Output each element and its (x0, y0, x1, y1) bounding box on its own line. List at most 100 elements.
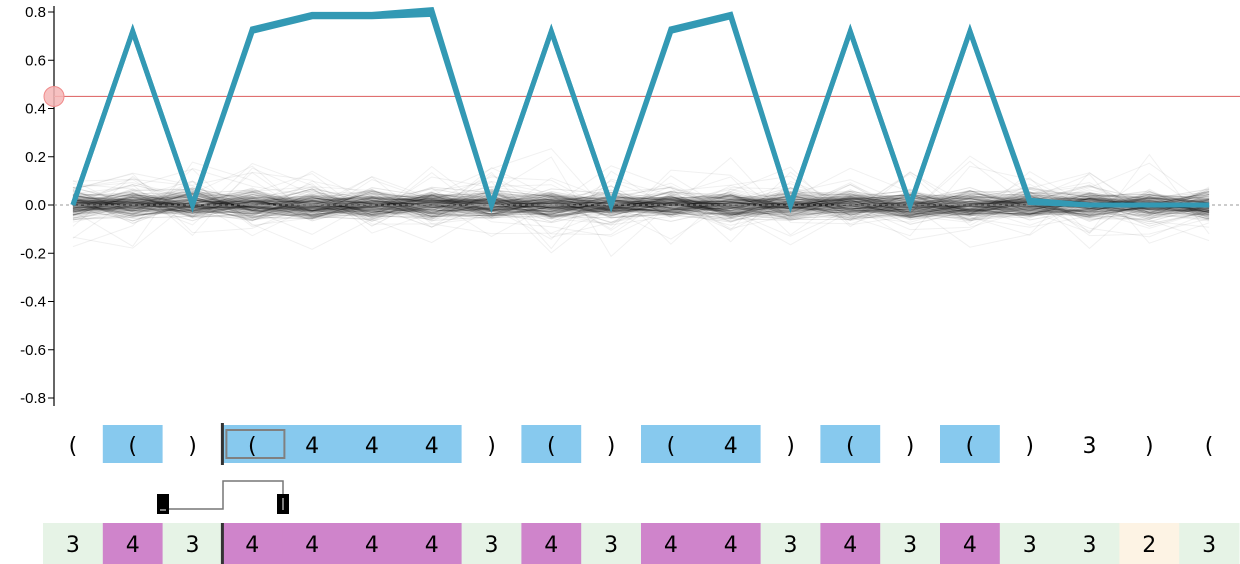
background-line (72, 192, 1210, 216)
background-line (72, 192, 1210, 214)
token-label: ( (128, 434, 137, 459)
y-tick-label: 0.8 (25, 4, 46, 21)
background-line (72, 185, 1210, 220)
background-line (72, 188, 1210, 221)
class-cell (162, 523, 223, 564)
background-line (72, 192, 1210, 221)
background-line (72, 188, 1210, 216)
background-line (72, 179, 1210, 226)
token-label: ( (846, 434, 855, 459)
background-line (72, 167, 1210, 237)
background-line (72, 173, 1210, 250)
background-line (72, 192, 1210, 218)
background-line (72, 148, 1210, 247)
class-label: 4 (305, 533, 319, 558)
class-cell (43, 523, 104, 564)
background-line (72, 193, 1210, 220)
background-line (72, 155, 1210, 238)
class-cell (461, 523, 522, 564)
background-line (72, 190, 1210, 218)
background-line (72, 190, 1210, 216)
class-label: 3 (903, 533, 917, 558)
background-line (72, 194, 1210, 216)
background-line (72, 190, 1210, 216)
background-line (72, 192, 1210, 213)
background-line (72, 190, 1210, 216)
y-tick-label: -0.4 (20, 294, 46, 311)
background-line (72, 187, 1210, 214)
background-line (72, 176, 1210, 238)
background-line (72, 195, 1210, 215)
class-label: 3 (1202, 533, 1216, 558)
class-label: 3 (186, 533, 200, 558)
class-cell (999, 523, 1061, 564)
background-line (72, 191, 1210, 219)
token-label: ) (607, 434, 616, 459)
token-highlight (641, 425, 761, 463)
background-line (72, 195, 1210, 217)
background-line (72, 192, 1210, 225)
background-line (72, 187, 1210, 212)
background-line (72, 192, 1210, 216)
background-line (72, 191, 1210, 214)
background-line (72, 188, 1210, 217)
background-line (72, 171, 1210, 238)
background-line (72, 186, 1210, 216)
background-line (72, 186, 1210, 223)
background-line (72, 194, 1210, 219)
background-line (72, 192, 1210, 219)
background-line (72, 195, 1210, 215)
background-line (72, 174, 1210, 237)
background-line (72, 187, 1210, 220)
background-line (72, 193, 1210, 215)
background-line (72, 192, 1210, 222)
token-highlight (940, 425, 1000, 463)
token-label: ) (786, 434, 795, 459)
background-line (72, 195, 1210, 220)
y-tick-label: 0.0 (25, 197, 46, 214)
class-cell (820, 523, 881, 564)
class-label: 4 (664, 533, 678, 558)
background-line (72, 185, 1210, 219)
background-line (72, 190, 1210, 219)
selection-bracket (157, 480, 289, 514)
background-line (72, 194, 1210, 222)
background-line (72, 193, 1210, 216)
background-line (72, 162, 1210, 234)
background-line (72, 192, 1210, 223)
class-label: 3 (1083, 533, 1097, 558)
background-line (72, 197, 1210, 219)
token-label: 4 (305, 434, 319, 459)
background-line (72, 194, 1210, 217)
class-label: 3 (1023, 533, 1037, 558)
background-line (72, 193, 1210, 212)
bracket-start-marker (157, 494, 169, 514)
y-tick-label: -0.8 (20, 390, 46, 407)
class-label: 3 (66, 533, 80, 558)
background-line (72, 194, 1210, 220)
background-line (72, 191, 1210, 217)
threshold-handle (43, 85, 65, 107)
class-label: 4 (365, 533, 379, 558)
background-line (72, 190, 1210, 224)
background-line (72, 187, 1210, 218)
highlighted-series-line (70, 6, 1210, 214)
background-line (72, 187, 1210, 220)
class-label: 4 (425, 533, 439, 558)
background-line (72, 167, 1210, 239)
background-line (72, 191, 1210, 214)
background-line (72, 197, 1210, 212)
selection-box (225, 429, 286, 459)
background-line (72, 157, 1210, 249)
token-label: ( (667, 434, 676, 459)
background-line (72, 194, 1210, 222)
background-line (72, 193, 1210, 216)
background-line (72, 184, 1210, 219)
background-line (72, 186, 1210, 221)
class-cell (1059, 523, 1120, 564)
background-line (72, 172, 1210, 237)
background-line (72, 194, 1210, 216)
background-line (72, 188, 1210, 227)
background-line (72, 192, 1210, 222)
background-line (72, 191, 1210, 222)
